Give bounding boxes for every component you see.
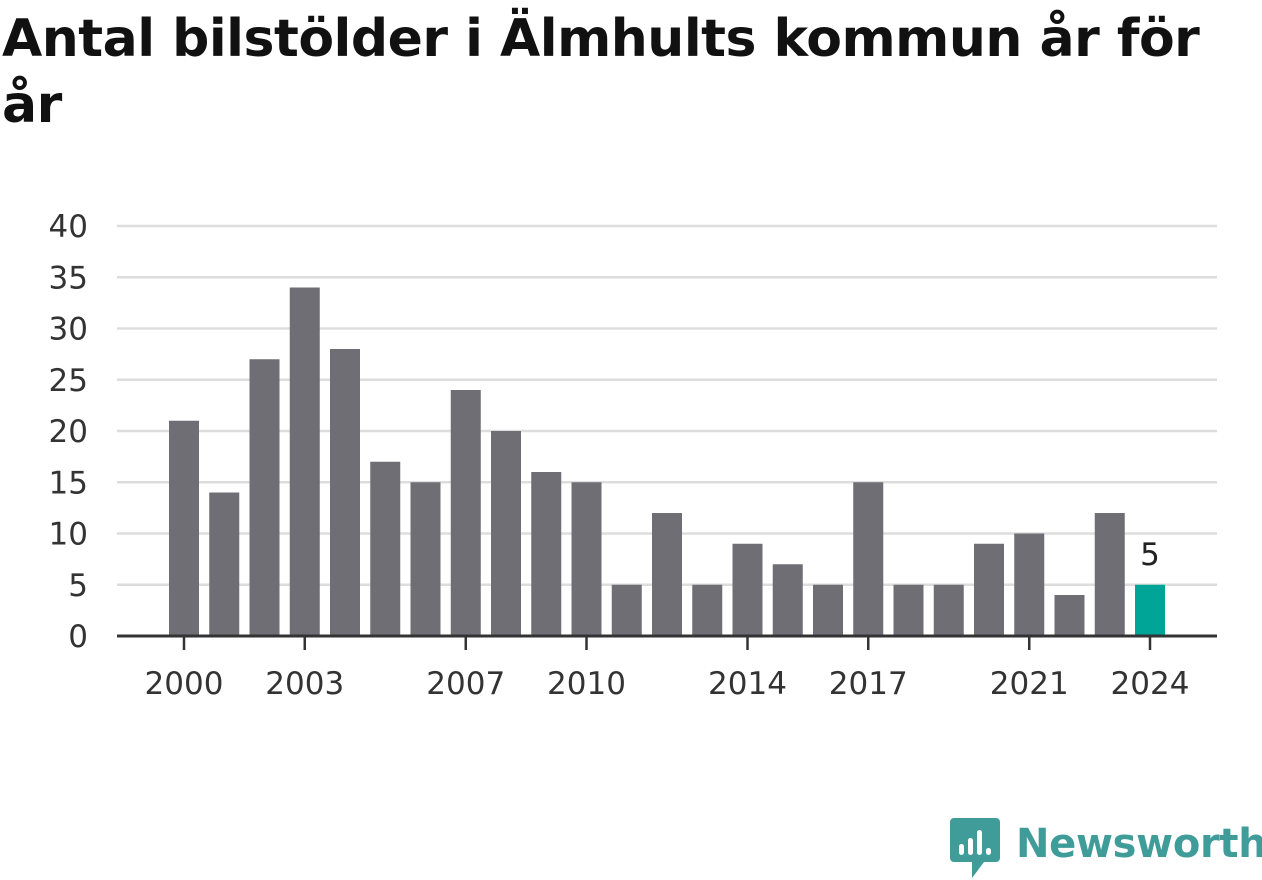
bar-2014 <box>732 543 763 636</box>
bar-2009 <box>531 472 562 636</box>
bar-2021 <box>1014 533 1045 636</box>
y-tick-label-10: 10 <box>49 517 88 553</box>
y-tick-label-20: 20 <box>49 414 88 450</box>
x-tick-label-2000: 2000 <box>145 666 224 702</box>
data-labels: 5 <box>1140 537 1160 573</box>
bar-2011 <box>611 584 642 636</box>
bar-2012 <box>652 513 682 636</box>
brand-name: Newsworthy <box>1016 821 1262 867</box>
bar-2017 <box>853 482 884 636</box>
bar-chart: 0 5 10 15 20 25 30 35 40 2000 2003 2007 2010 2014 201… <box>49 209 1217 702</box>
bar-2024 <box>1135 584 1165 636</box>
bar-2015 <box>772 564 803 636</box>
bar-2018 <box>893 584 924 636</box>
x-tick-label-2014: 2014 <box>708 666 787 702</box>
x-tick-label-2010: 2010 <box>547 666 626 702</box>
bar-2016 <box>813 584 843 636</box>
bar-2010 <box>571 482 602 636</box>
data-label-2024: 5 <box>1140 537 1160 573</box>
bar-2023 <box>1094 513 1125 636</box>
y-tick-label-5: 5 <box>68 568 88 604</box>
newsworthy-logo-icon <box>950 818 1000 878</box>
x-axis-ticks: 2000 2003 2007 2010 2014 2017 2021 2024 <box>145 636 1190 702</box>
y-tick-label-25: 25 <box>49 363 88 399</box>
bar-2019 <box>933 584 964 636</box>
bar-2006 <box>410 482 441 636</box>
bar-2001 <box>209 492 240 636</box>
x-tick-label-2017: 2017 <box>829 666 908 702</box>
bar-2004 <box>330 349 360 636</box>
x-tick-label-2007: 2007 <box>426 666 505 702</box>
bar-2013 <box>692 584 723 636</box>
y-tick-label-35: 35 <box>49 260 88 296</box>
x-tick-label-2021: 2021 <box>990 666 1069 702</box>
y-tick-label-0: 0 <box>68 619 88 655</box>
bar-2003 <box>289 287 320 636</box>
bar-2007 <box>450 390 481 636</box>
bar-2005 <box>370 461 401 636</box>
bar-2000 <box>169 420 199 636</box>
y-axis-ticks: 0 5 10 15 20 25 30 35 40 <box>49 209 88 655</box>
brand-logo: Newsworthy <box>950 818 1262 880</box>
bar-2020 <box>974 543 1004 636</box>
bar-2008 <box>491 431 521 636</box>
x-tick-label-2024: 2024 <box>1111 666 1190 702</box>
bar-2002 <box>249 359 280 636</box>
y-tick-label-30: 30 <box>49 312 88 348</box>
bars <box>169 287 1165 636</box>
bar-2022 <box>1054 595 1085 636</box>
y-tick-label-15: 15 <box>49 465 88 501</box>
y-tick-label-40: 40 <box>49 209 88 245</box>
x-tick-label-2003: 2003 <box>265 666 344 702</box>
chart-title: Antal bilstölder i Älmhults kommun år fö… <box>2 9 1200 135</box>
